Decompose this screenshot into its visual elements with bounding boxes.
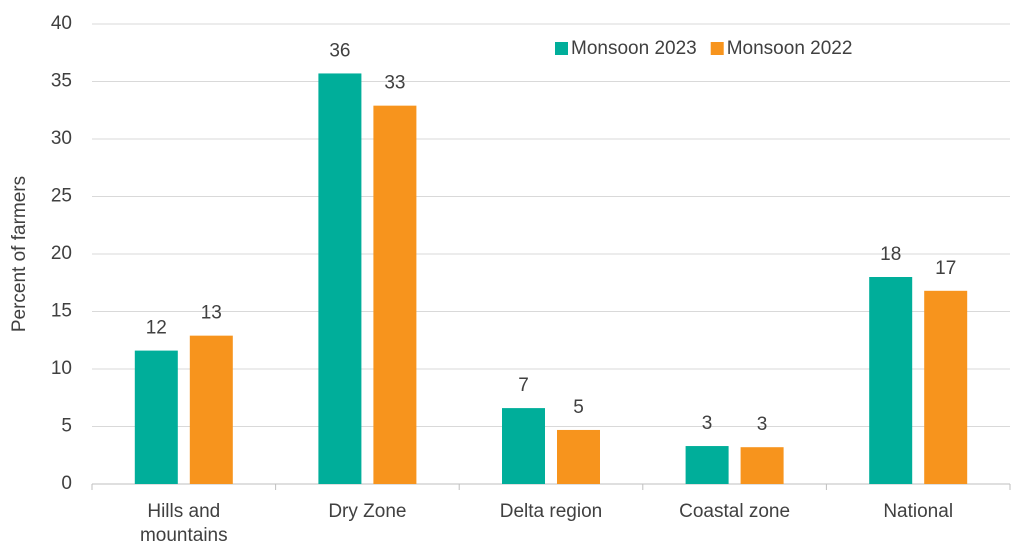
bar (318, 73, 362, 484)
bar (502, 408, 545, 484)
data-label: 18 (880, 244, 901, 265)
y-tick-label: 15 (51, 301, 72, 322)
data-label: 3 (757, 414, 768, 435)
x-tick-label: National (883, 501, 953, 522)
data-label: 36 (329, 40, 350, 61)
bar (685, 446, 729, 484)
y-tick-label: 10 (51, 358, 72, 379)
y-tick-label: 40 (51, 13, 72, 34)
y-tick-label: 20 (51, 243, 72, 264)
y-axis-title: Percent of farmers (9, 176, 30, 332)
y-tick-label: 5 (61, 416, 72, 437)
bar (557, 429, 600, 484)
legend-label: Monsoon 2023 (571, 38, 697, 59)
bar (134, 350, 178, 484)
y-tick-label: 30 (51, 128, 72, 149)
x-tick-label: Delta region (500, 501, 602, 522)
x-tick-label: Hills and mountains (140, 501, 228, 546)
y-tick-label: 25 (51, 186, 72, 207)
data-label: 17 (935, 258, 956, 279)
y-tick-label: 0 (61, 473, 72, 494)
bar (869, 277, 913, 484)
legend-swatch (555, 42, 568, 55)
data-label: 7 (518, 375, 529, 396)
data-label: 12 (146, 318, 167, 339)
data-label: 33 (384, 73, 405, 94)
bar (740, 447, 784, 484)
bar (924, 290, 968, 484)
x-tick-label: Dry Zone (328, 501, 406, 522)
data-label: 3 (702, 413, 713, 434)
x-tick-label: Coastal zone (679, 501, 790, 522)
legend-label: Monsoon 2022 (727, 38, 853, 59)
data-label: 13 (201, 303, 222, 324)
y-tick-label: 35 (51, 71, 72, 92)
data-label: 5 (573, 397, 584, 418)
bar (189, 335, 233, 484)
bar (373, 105, 417, 485)
legend-swatch (710, 42, 724, 55)
